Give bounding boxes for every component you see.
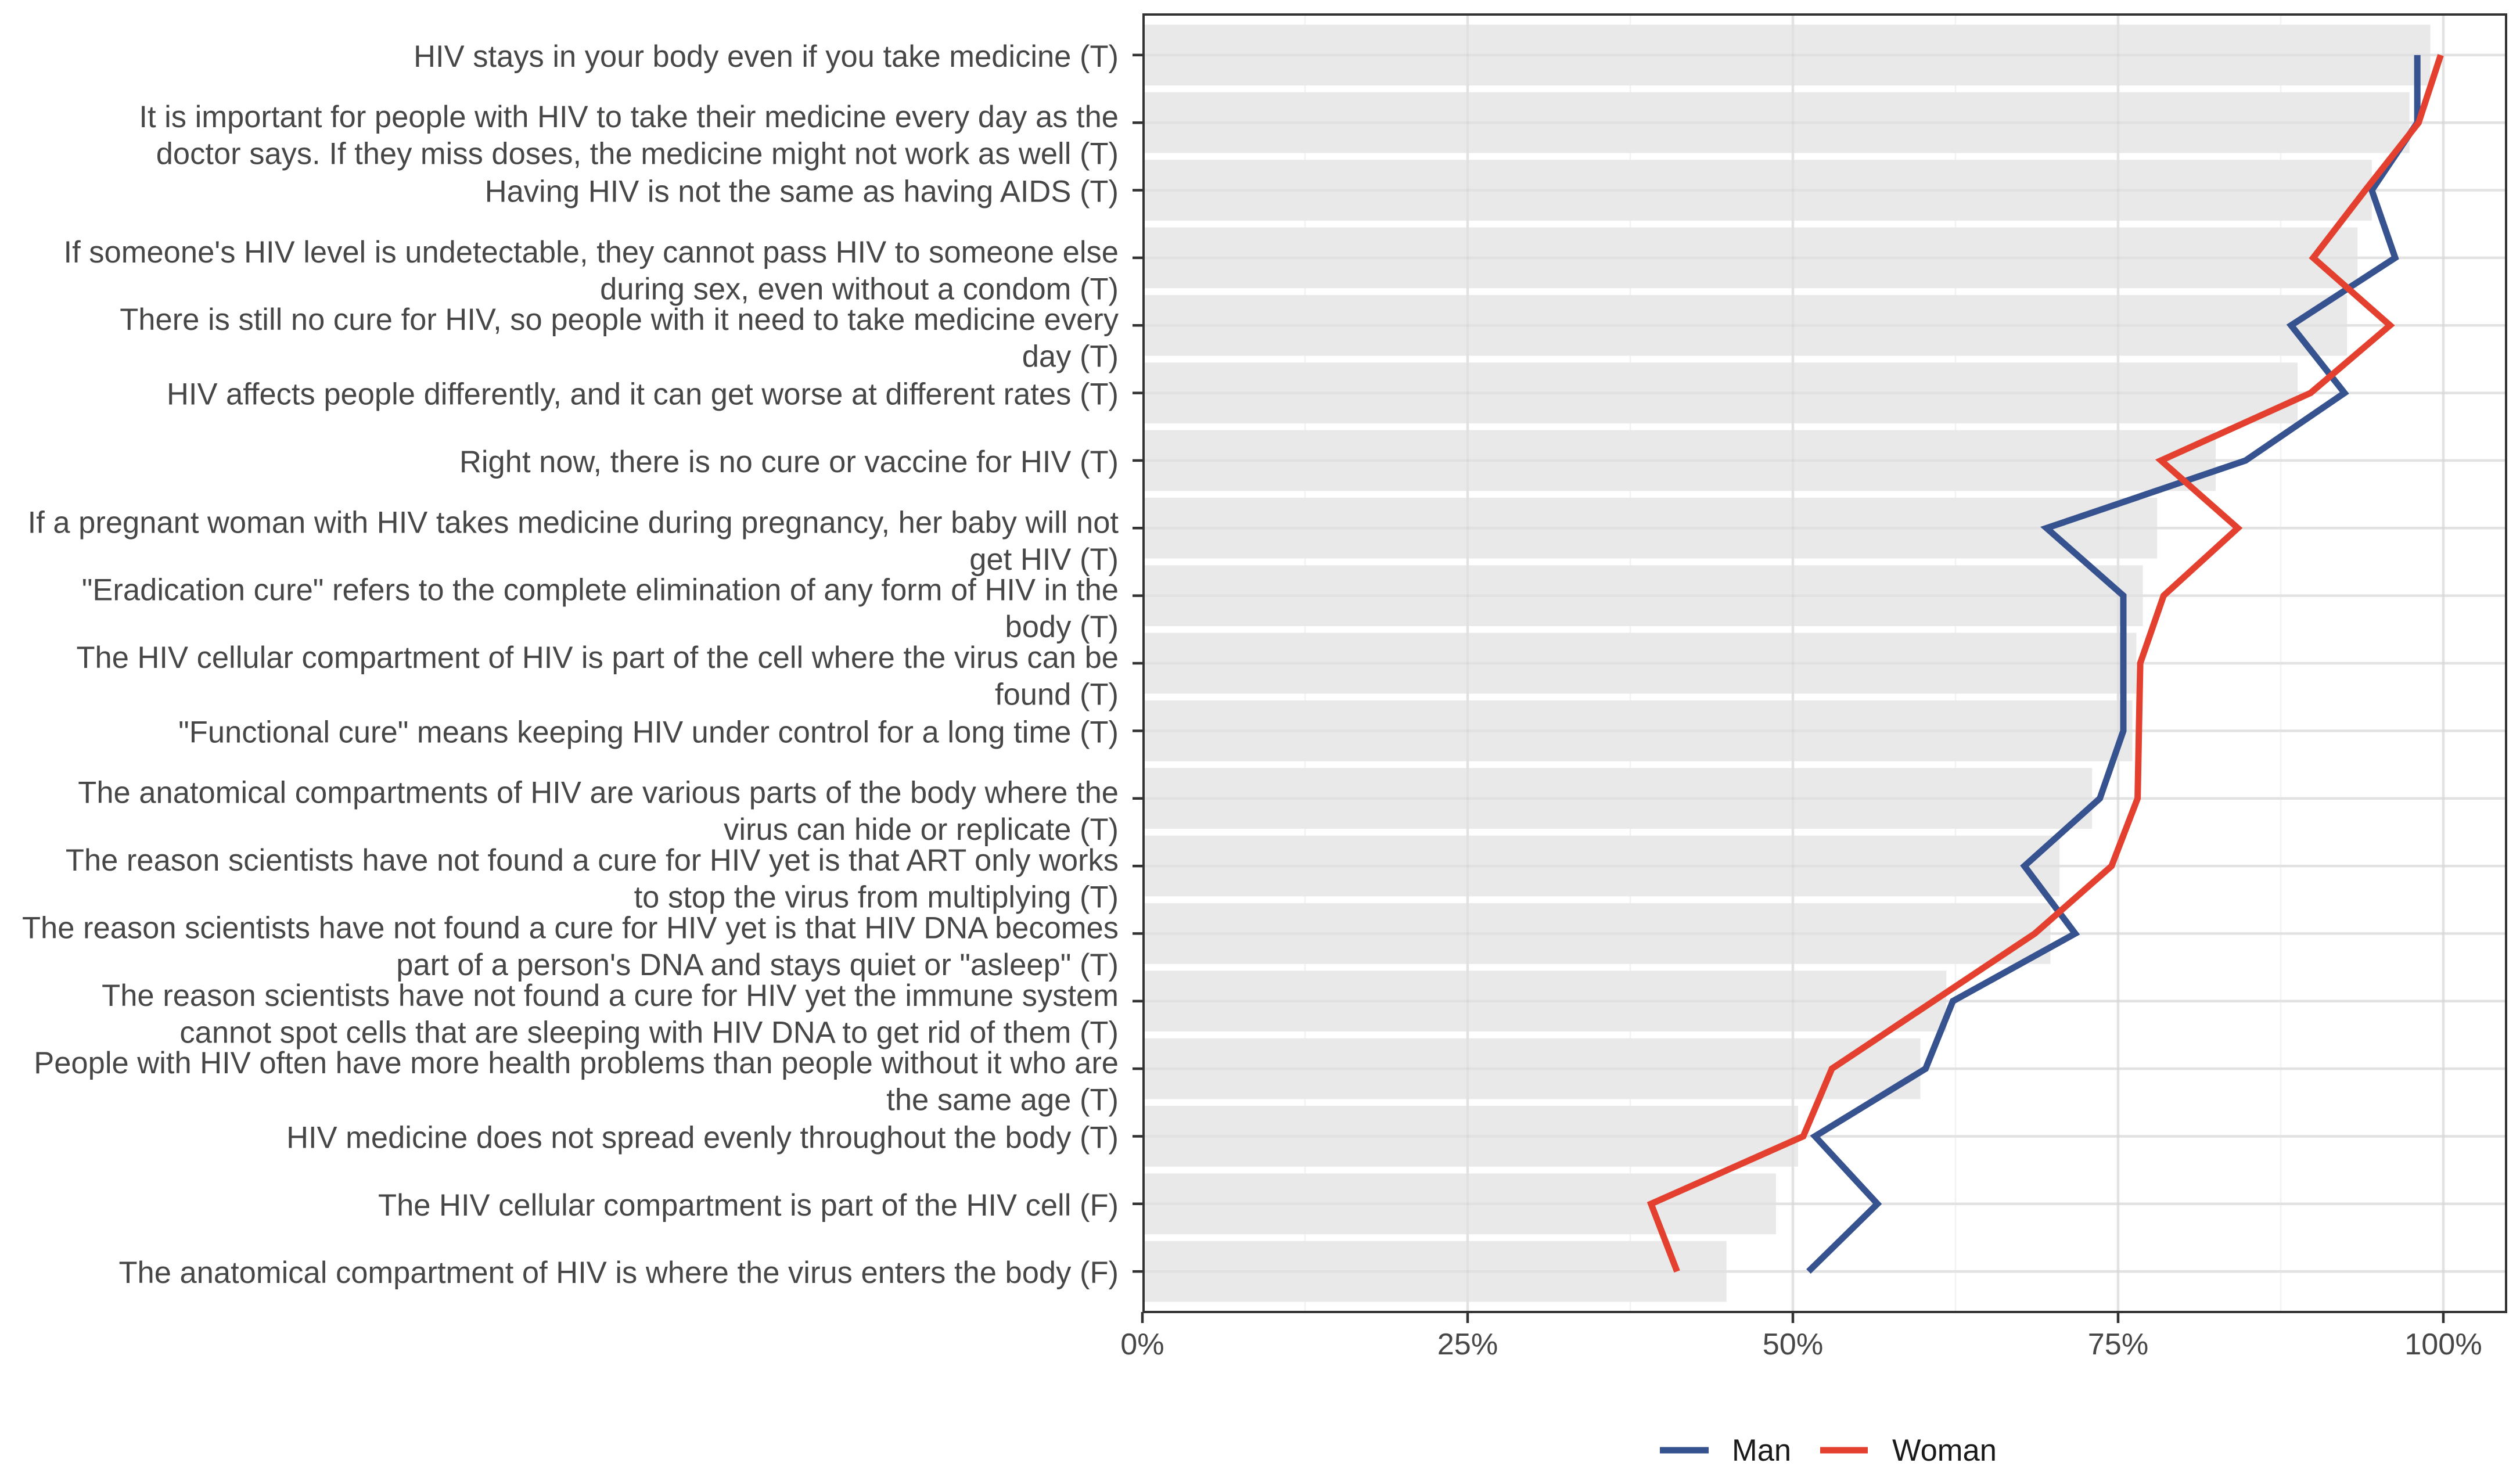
svg-text:"Functional cure" means keepin: "Functional cure" means keeping HIV unde… [178, 715, 1119, 749]
svg-text:Having HIV is not the same as: Having HIV is not the same as having AID… [485, 175, 1119, 209]
svg-text:HIV affects people differently: HIV affects people differently, and it c… [167, 378, 1119, 412]
svg-text:during sex, even without a con: during sex, even without a condom (T) [600, 272, 1119, 306]
svg-text:doctor says. If they miss dose: doctor says. If they miss doses, the med… [156, 137, 1119, 171]
svg-text:75%: 75% [2088, 1328, 2148, 1361]
svg-text:part of a person's DNA and sta: part of a person's DNA and stays quiet o… [396, 948, 1119, 982]
svg-text:HIV medicine does not spread e: HIV medicine does not spread evenly thro… [286, 1121, 1119, 1155]
svg-text:The anatomical compartment of: The anatomical compartment of HIV is whe… [118, 1256, 1119, 1290]
svg-text:HIV stays in your body even if: HIV stays in your body even if you take … [414, 39, 1119, 74]
svg-text:body (T): body (T) [1005, 610, 1119, 644]
svg-text:"Eradication cure" refers to t: "Eradication cure" refers to the complet… [82, 573, 1119, 608]
svg-text:If someone's HIV level is unde: If someone's HIV level is undetectable, … [64, 235, 1119, 269]
svg-text:The reason scientists have not: The reason scientists have not found a c… [66, 843, 1119, 878]
svg-text:The HIV cellular compartment o: The HIV cellular compartment of HIV is p… [76, 641, 1119, 675]
svg-text:The HIV cellular compartment i: The HIV cellular compartment is part of … [378, 1188, 1119, 1223]
svg-text:50%: 50% [1763, 1328, 1823, 1361]
svg-text:The reason scientists have not: The reason scientists have not found a c… [22, 911, 1119, 945]
svg-text:People with HIV often have mor: People with HIV often have more health p… [34, 1046, 1119, 1080]
svg-text:to stop the virus from multipl: to stop the virus from multiplying (T) [634, 880, 1119, 915]
svg-text:25%: 25% [1437, 1328, 1498, 1361]
svg-text:the same age (T): the same age (T) [886, 1083, 1119, 1117]
svg-text:0%: 0% [1120, 1328, 1164, 1361]
svg-text:Woman: Woman [1892, 1433, 1997, 1468]
svg-text:day (T): day (T) [1022, 340, 1119, 374]
svg-text:The anatomical compartments of: The anatomical compartments of HIV are v… [78, 776, 1119, 810]
svg-text:The reason scientists have not: The reason scientists have not found a c… [102, 979, 1119, 1013]
svg-text:100%: 100% [2404, 1328, 2482, 1361]
svg-text:found (T): found (T) [995, 678, 1119, 712]
svg-text:It is important for people wit: It is important for people with HIV to t… [139, 100, 1119, 134]
svg-text:get HIV (T): get HIV (T) [969, 542, 1119, 577]
svg-text:If a pregnant woman with HIV t: If a pregnant woman with HIV takes medic… [28, 505, 1119, 540]
svg-text:Man: Man [1732, 1433, 1791, 1468]
svg-text:virus can hide or replicate (T: virus can hide or replicate (T) [724, 813, 1119, 847]
svg-text:cannot spot cells that are sle: cannot spot cells that are sleeping with… [179, 1015, 1119, 1049]
svg-text:Right now, there is no cure or: Right now, there is no cure or vaccine f… [459, 445, 1119, 479]
svg-text:There is still no cure for HIV: There is still no cure for HIV, so peopl… [120, 303, 1119, 337]
